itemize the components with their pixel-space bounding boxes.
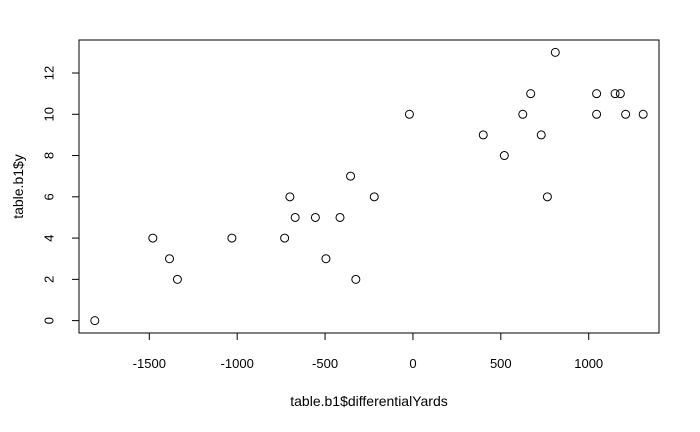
data-point (227, 233, 237, 243)
y-tick-label: 2 (42, 276, 57, 283)
x-tick-label: -1500 (133, 356, 166, 371)
x-tick-label: -500 (312, 356, 338, 371)
data-point (321, 254, 331, 264)
data-point (499, 151, 509, 161)
data-point (621, 109, 631, 119)
y-axis-title: table.b1$y (10, 154, 26, 219)
data-point (290, 212, 300, 222)
data-point (610, 89, 620, 99)
y-axis: 0 2 4 6 8 10 12 (42, 66, 80, 324)
y-tick-label: 12 (42, 66, 57, 80)
data-points (90, 47, 648, 326)
data-point (592, 109, 602, 119)
x-tick-label: 500 (490, 356, 512, 371)
data-point (90, 316, 100, 326)
y-tick-label: 6 (42, 193, 57, 200)
x-tick-label: -1000 (221, 356, 254, 371)
data-point (310, 212, 320, 222)
y-tick-label: 4 (42, 234, 57, 241)
x-axis-title: table.b1$differentialYards (290, 393, 447, 409)
data-point (351, 274, 361, 284)
data-point (148, 233, 158, 243)
data-point (542, 192, 552, 202)
y-tick-label: 0 (42, 317, 57, 324)
data-point (404, 109, 414, 119)
data-point (550, 47, 560, 57)
data-point (518, 109, 528, 119)
data-point (335, 212, 345, 222)
data-point (285, 192, 295, 202)
x-tick-label: 1000 (574, 356, 603, 371)
data-point (369, 192, 379, 202)
y-tick-label: 10 (42, 107, 57, 121)
data-point (526, 89, 536, 99)
data-point (615, 89, 625, 99)
data-point (280, 233, 290, 243)
data-point (592, 89, 602, 99)
x-tick-label: 0 (409, 356, 416, 371)
data-point (638, 109, 648, 119)
data-point (172, 274, 182, 284)
data-point (536, 130, 546, 140)
data-point (346, 171, 356, 181)
data-point (478, 130, 488, 140)
data-point (165, 254, 175, 264)
y-tick-label: 8 (42, 152, 57, 159)
x-axis: -1500 -1000 -500 0 500 1000 (133, 332, 603, 371)
